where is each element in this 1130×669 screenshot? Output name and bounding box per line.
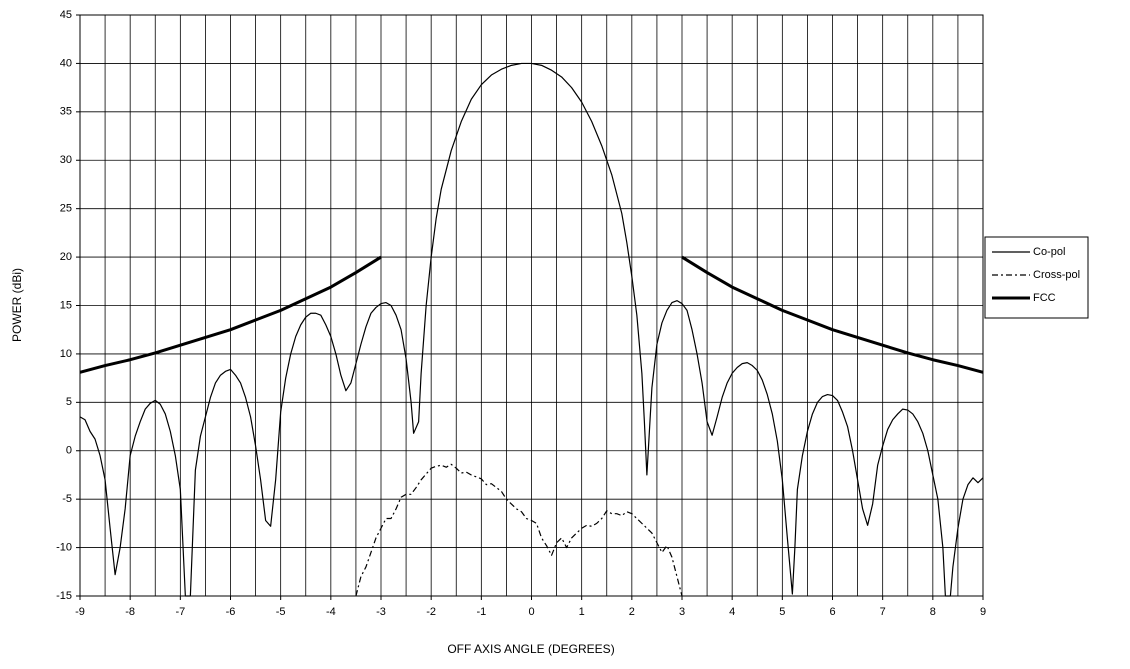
x-tick-label: 9	[980, 606, 986, 618]
y-tick-label: -5	[62, 493, 72, 505]
y-tick-label: 30	[60, 154, 72, 166]
series-line	[355, 463, 683, 597]
x-tick-label: 2	[629, 606, 635, 618]
series-line	[79, 255, 984, 374]
y-tick-label: 40	[60, 57, 72, 69]
x-tick-label: -9	[75, 606, 85, 618]
x-axis-label: OFF AXIS ANGLE (DEGREES)	[447, 642, 614, 656]
legend-label: FCC	[1033, 292, 1056, 304]
x-tick-label: -8	[125, 606, 135, 618]
y-axis-label: POWER (dBi)	[10, 268, 24, 342]
y-tick-label: 0	[66, 445, 72, 457]
y-tick-label: 25	[60, 203, 72, 215]
legend-label: Co-pol	[1033, 246, 1065, 258]
x-tick-label: 7	[880, 606, 886, 618]
legend-label: Cross-pol	[1033, 269, 1080, 281]
y-tick-label: 5	[66, 396, 72, 408]
x-tick-label: 4	[729, 606, 735, 618]
x-tick-label: -4	[326, 606, 336, 618]
x-tick-label: -2	[426, 606, 436, 618]
x-tick-label: -5	[276, 606, 286, 618]
x-tick-label: -1	[476, 606, 486, 618]
y-tick-label: 10	[60, 348, 72, 360]
x-tick-label: 6	[829, 606, 835, 618]
y-tick-label: 35	[60, 106, 72, 118]
y-tick-label: 20	[60, 251, 72, 263]
series-line	[79, 62, 984, 597]
x-tick-label: -3	[376, 606, 386, 618]
x-tick-label: -6	[226, 606, 236, 618]
x-tick-label: 0	[528, 606, 534, 618]
x-tick-label: 8	[930, 606, 936, 618]
x-tick-label: 5	[779, 606, 785, 618]
plot-frame	[79, 14, 984, 597]
legend-box	[984, 236, 1089, 319]
y-tick-label: 45	[60, 9, 72, 21]
y-tick-label: -15	[56, 590, 72, 602]
y-tick-label: -10	[56, 541, 72, 553]
x-tick-label: 1	[579, 606, 585, 618]
y-tick-label: 15	[60, 299, 72, 311]
x-tick-label: -7	[175, 606, 185, 618]
x-tick-label: 3	[679, 606, 685, 618]
